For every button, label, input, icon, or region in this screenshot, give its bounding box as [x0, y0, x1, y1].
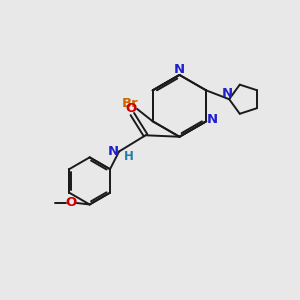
Text: N: N [207, 113, 218, 126]
Text: N: N [108, 145, 119, 158]
Text: N: N [222, 87, 233, 100]
Text: O: O [65, 196, 76, 209]
Text: O: O [125, 102, 136, 115]
Text: N: N [174, 62, 185, 76]
Text: H: H [124, 150, 134, 163]
Text: Br: Br [122, 97, 139, 110]
